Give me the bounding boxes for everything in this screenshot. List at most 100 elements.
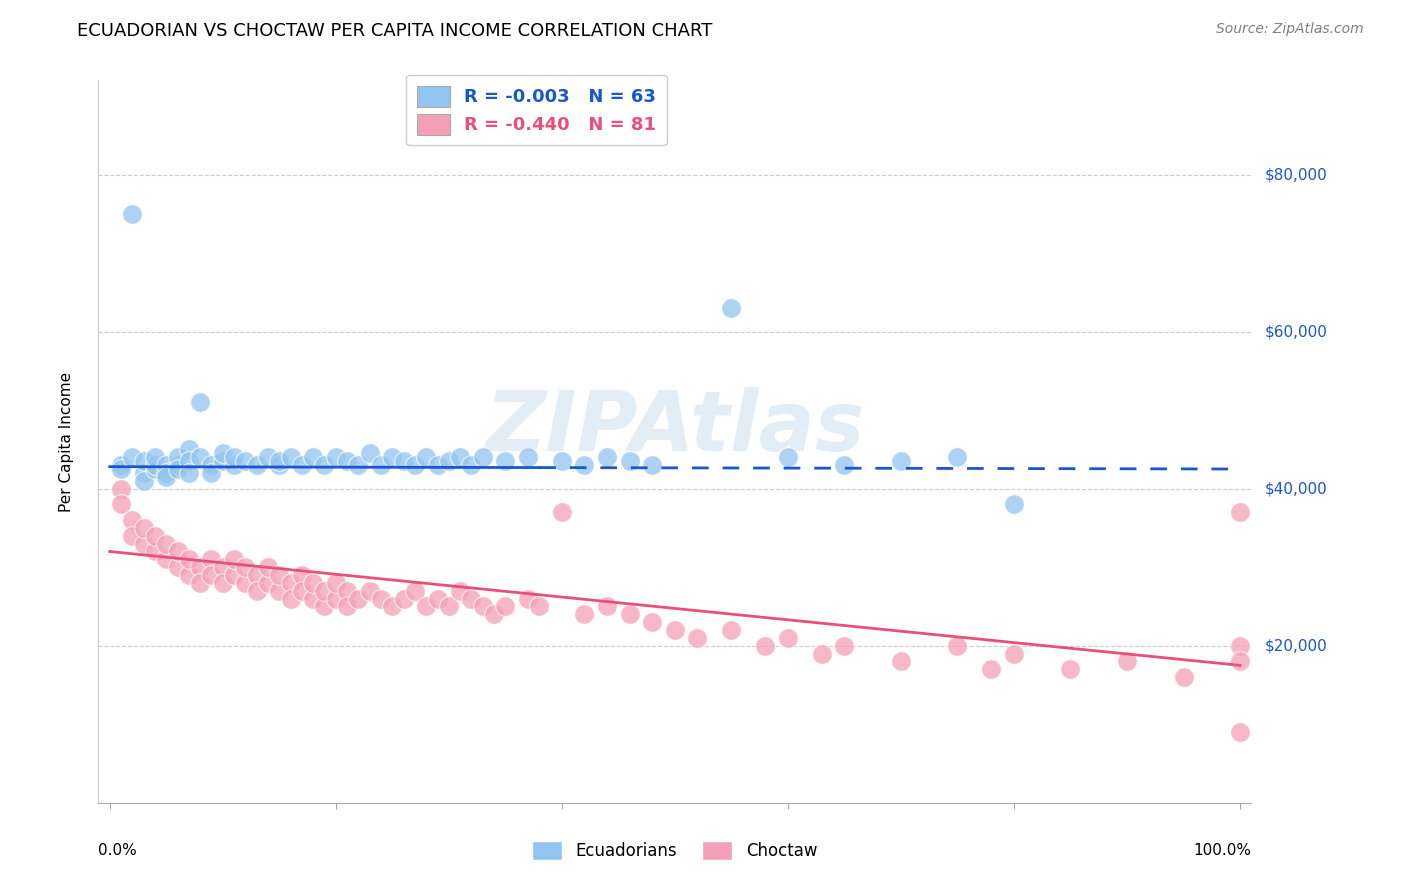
Point	[121, 450, 143, 465]
Point	[155, 458, 177, 472]
Text: 100.0%: 100.0%	[1194, 843, 1251, 857]
Point	[121, 207, 143, 221]
Point	[980, 662, 1002, 676]
Point	[121, 529, 143, 543]
Point	[392, 591, 415, 606]
Point	[776, 631, 799, 645]
Text: $80,000: $80,000	[1265, 167, 1329, 182]
Point	[200, 568, 222, 582]
Point	[460, 458, 482, 472]
Point	[110, 497, 132, 511]
Y-axis label: Per Capita Income: Per Capita Income	[59, 371, 75, 512]
Point	[460, 591, 482, 606]
Point	[166, 458, 188, 472]
Point	[946, 450, 969, 465]
Point	[177, 442, 200, 457]
Point	[269, 454, 291, 468]
Point	[166, 462, 188, 476]
Point	[211, 575, 233, 590]
Point	[143, 458, 166, 472]
Point	[132, 474, 155, 488]
Point	[200, 552, 222, 566]
Point	[166, 544, 188, 558]
Point	[110, 482, 132, 496]
Point	[437, 454, 460, 468]
Point	[392, 454, 415, 468]
Point	[314, 599, 336, 614]
Point	[686, 631, 709, 645]
Text: 0.0%: 0.0%	[98, 843, 138, 857]
Point	[370, 591, 392, 606]
Point	[222, 458, 245, 472]
Point	[347, 591, 370, 606]
Point	[143, 544, 166, 558]
Point	[280, 450, 302, 465]
Point	[437, 599, 460, 614]
Point	[222, 568, 245, 582]
Point	[347, 458, 370, 472]
Point	[235, 454, 257, 468]
Point	[359, 583, 381, 598]
Point	[314, 583, 336, 598]
Point	[426, 591, 449, 606]
Point	[359, 446, 381, 460]
Point	[280, 591, 302, 606]
Point	[551, 505, 574, 519]
Point	[121, 513, 143, 527]
Point	[720, 301, 742, 315]
Point	[246, 458, 269, 472]
Point	[132, 536, 155, 550]
Point	[574, 607, 596, 622]
Point	[1173, 670, 1195, 684]
Point	[890, 655, 912, 669]
Point	[596, 599, 619, 614]
Point	[449, 450, 471, 465]
Point	[235, 575, 257, 590]
Point	[143, 462, 166, 476]
Point	[664, 623, 686, 637]
Point	[302, 450, 325, 465]
Point	[370, 458, 392, 472]
Point	[834, 639, 856, 653]
Point	[574, 458, 596, 472]
Point	[132, 521, 155, 535]
Point	[415, 450, 437, 465]
Legend: Ecuadorians, Choctaw: Ecuadorians, Choctaw	[526, 834, 824, 867]
Point	[720, 623, 742, 637]
Point	[110, 458, 132, 472]
Point	[269, 458, 291, 472]
Point	[211, 446, 233, 460]
Point	[1002, 647, 1025, 661]
Point	[529, 599, 551, 614]
Point	[246, 568, 269, 582]
Point	[257, 560, 280, 574]
Point	[166, 560, 188, 574]
Point	[471, 450, 494, 465]
Point	[1229, 655, 1251, 669]
Point	[516, 450, 538, 465]
Point	[235, 560, 257, 574]
Point	[619, 454, 641, 468]
Point	[132, 454, 155, 468]
Point	[946, 639, 969, 653]
Text: $40,000: $40,000	[1265, 481, 1329, 496]
Point	[222, 450, 245, 465]
Point	[269, 568, 291, 582]
Point	[516, 591, 538, 606]
Point	[302, 591, 325, 606]
Point	[754, 639, 776, 653]
Point	[132, 466, 155, 480]
Point	[641, 458, 664, 472]
Point	[471, 599, 494, 614]
Point	[257, 450, 280, 465]
Point	[1002, 497, 1025, 511]
Text: ZIPAtlas: ZIPAtlas	[485, 386, 865, 467]
Point	[188, 560, 211, 574]
Point	[325, 575, 347, 590]
Point	[188, 450, 211, 465]
Point	[1229, 505, 1251, 519]
Text: Source: ZipAtlas.com: Source: ZipAtlas.com	[1216, 22, 1364, 37]
Point	[381, 599, 404, 614]
Point	[314, 458, 336, 472]
Point	[641, 615, 664, 630]
